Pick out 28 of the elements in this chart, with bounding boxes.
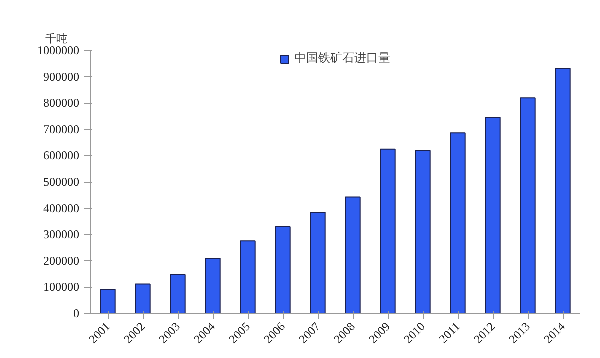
bar	[240, 240, 256, 314]
bar	[485, 117, 501, 314]
bar	[275, 226, 291, 314]
y-tick-label: 400000	[44, 201, 80, 216]
bar	[170, 274, 186, 314]
bar	[135, 284, 151, 314]
y-tick-label: 500000	[44, 175, 80, 189]
x-tick-label: 2011	[436, 320, 463, 346]
y-tick-label: 700000	[44, 122, 80, 136]
y-tick-label: 0	[74, 306, 80, 320]
bar	[380, 148, 396, 314]
bar	[345, 196, 361, 314]
y-tick-label: 200000	[44, 254, 80, 268]
y-tick-label: 1000000	[38, 44, 80, 58]
y-tick-label: 800000	[44, 96, 80, 110]
y-tick-label: 600000	[44, 148, 80, 163]
y-tick-label: 100000	[44, 280, 80, 294]
y-axis-title: 千吨	[46, 32, 68, 46]
y-tick-label: 900000	[44, 70, 80, 84]
bar	[100, 289, 116, 314]
bar	[310, 212, 326, 314]
bar	[450, 132, 466, 314]
bar	[520, 98, 536, 314]
legend-label: 中国铁矿石进口量	[294, 50, 390, 67]
bar	[415, 150, 431, 314]
bar	[555, 68, 571, 314]
bar	[205, 258, 221, 314]
y-tick-label: 300000	[44, 228, 80, 242]
